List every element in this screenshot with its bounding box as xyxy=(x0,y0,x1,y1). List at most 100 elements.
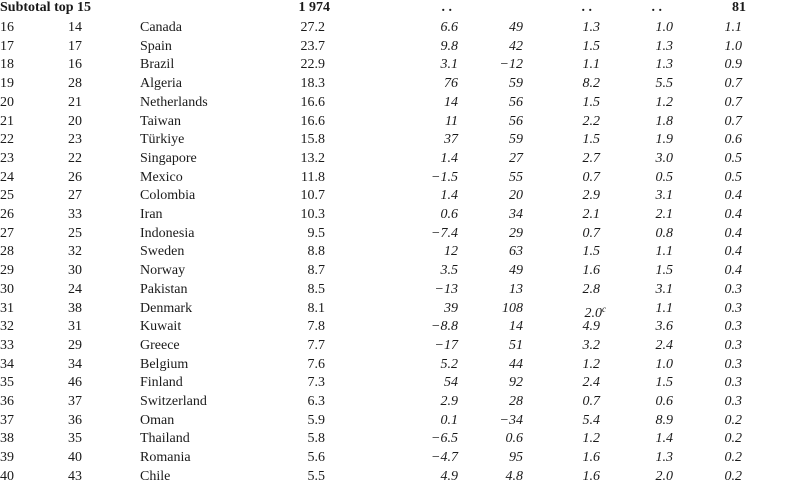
header-cell: Subtotal top 15 xyxy=(0,0,92,15)
value-cell: 0.6 xyxy=(655,394,674,409)
value-cell: 8.5 xyxy=(307,281,326,297)
value-cell: 42 xyxy=(509,38,523,54)
country-name: Taiwan xyxy=(140,113,182,129)
value-cell: 0.5 xyxy=(724,150,743,166)
value-cell: 0.7 xyxy=(582,225,601,241)
value-cell: 1.5 xyxy=(582,94,601,110)
rank-cell: 21 xyxy=(0,113,14,129)
country-name: Greece xyxy=(140,337,180,353)
value-cell: 1.6 xyxy=(582,450,601,466)
country-name: Thailand xyxy=(140,431,190,447)
country-name: Switzerland xyxy=(140,394,207,409)
value-cell: 4.9 xyxy=(440,468,459,484)
value-cell: 49 xyxy=(509,263,523,279)
value-cell: 2.1 xyxy=(655,207,674,222)
rank-cell: 36 xyxy=(68,412,82,428)
value-cell: 5.2 xyxy=(440,356,459,372)
value-cell: 8.8 xyxy=(307,244,326,260)
value-cell: −17 xyxy=(434,337,458,353)
value-cell: 3.0 xyxy=(655,150,674,166)
value-cell: −12 xyxy=(499,57,523,73)
value-cell: 10.3 xyxy=(300,207,326,222)
value-cell: 1.4 xyxy=(440,188,459,204)
rank-cell: 23 xyxy=(68,132,82,148)
rank-cell: 28 xyxy=(68,76,82,92)
country-name: Norway xyxy=(140,263,186,279)
value-cell: 29 xyxy=(509,225,523,241)
value-cell: 13 xyxy=(509,281,523,297)
value-cell: 28 xyxy=(509,394,523,409)
value-cell: 1.3 xyxy=(655,57,674,73)
value-cell: 1.8 xyxy=(655,113,674,129)
rank-cell: 34 xyxy=(0,356,14,372)
country-name: Türkiye xyxy=(140,132,185,148)
header-cell: 1 974 xyxy=(298,0,331,15)
value-cell: 1.5 xyxy=(655,263,674,279)
rank-cell: 23 xyxy=(0,150,14,166)
value-cell: 0.3 xyxy=(724,356,743,372)
value-cell: 9.5 xyxy=(307,225,326,241)
value-cell: 20 xyxy=(509,188,523,204)
value-cell: 0.2 xyxy=(724,431,743,447)
value-cell: −13 xyxy=(434,281,458,297)
value-cell: 8.2 xyxy=(582,76,601,92)
value-cell: 0.3 xyxy=(724,375,743,391)
value-cell: 1.3 xyxy=(655,38,674,54)
value-cell: 1.1 xyxy=(655,300,674,316)
value-cell: 2.4 xyxy=(582,375,601,391)
rank-cell: 29 xyxy=(68,337,82,353)
rank-cell: 32 xyxy=(68,244,82,260)
country-name: Chile xyxy=(140,468,171,484)
value-cell: 34 xyxy=(509,207,523,222)
value-cell: 11.8 xyxy=(301,169,325,185)
value-cell: 76 xyxy=(444,76,458,92)
value-cell: 5.5 xyxy=(655,76,674,92)
value-cell: 5.5 xyxy=(307,468,326,484)
value-cell: 8.1 xyxy=(307,300,326,316)
value-cell: 59 xyxy=(509,76,523,92)
rank-cell: 17 xyxy=(0,38,14,54)
country-name: Denmark xyxy=(140,300,193,316)
rank-cell: 38 xyxy=(0,431,14,447)
header-cell: . . xyxy=(651,0,663,15)
rank-cell: 38 xyxy=(68,300,82,316)
rank-cell: 31 xyxy=(68,319,82,335)
value-cell: 0.2 xyxy=(724,468,743,484)
value-cell: 1.4 xyxy=(655,431,674,447)
value-cell: 2.7 xyxy=(582,150,601,166)
value-cell: 3.2 xyxy=(582,337,601,353)
value-cell: 10.7 xyxy=(300,188,326,204)
value-cell: 8.7 xyxy=(307,263,326,279)
value-cell: 22.9 xyxy=(300,57,326,73)
country-name: Sweden xyxy=(140,244,185,260)
value-cell: 2.9 xyxy=(440,394,459,409)
value-cell: 27.2 xyxy=(300,20,326,35)
value-cell: 1.5 xyxy=(655,375,674,391)
value-cell: 1.3 xyxy=(655,450,674,466)
rank-cell: 25 xyxy=(0,188,14,204)
value-cell: 63 xyxy=(509,244,523,260)
value-cell: 0.4 xyxy=(724,263,743,279)
value-cell: 0.5 xyxy=(655,169,674,185)
value-cell: 0.3 xyxy=(724,394,743,409)
rank-cell: 33 xyxy=(68,207,82,222)
rank-cell: 31 xyxy=(0,300,14,316)
value-cell: 92 xyxy=(509,375,523,391)
header-cell: 81 xyxy=(732,0,746,15)
rank-cell: 40 xyxy=(0,468,14,484)
value-cell: −6.5 xyxy=(431,431,458,447)
value-cell: 0.4 xyxy=(724,244,743,260)
value-cell: −8.8 xyxy=(431,319,458,335)
value-cell: 1.2 xyxy=(582,356,601,372)
value-cell: 7.7 xyxy=(307,337,326,353)
value-cell: 3.1 xyxy=(440,57,459,73)
value-cell: 56 xyxy=(509,113,523,129)
value-cell: 0.3 xyxy=(724,281,743,297)
value-cell: 1.2 xyxy=(655,94,674,110)
value-cell: 1.9 xyxy=(655,132,674,148)
country-name: Colombia xyxy=(140,188,196,204)
country-name: Algeria xyxy=(140,76,182,92)
rank-cell: 16 xyxy=(0,20,14,35)
value-cell: 9.8 xyxy=(440,38,459,54)
value-cell: 54 xyxy=(444,375,458,391)
